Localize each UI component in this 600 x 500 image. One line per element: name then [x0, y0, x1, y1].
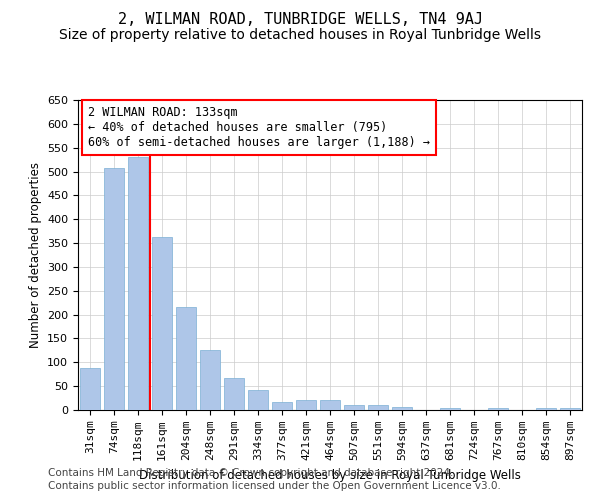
Text: 2 WILMAN ROAD: 133sqm
← 40% of detached houses are smaller (795)
60% of semi-det: 2 WILMAN ROAD: 133sqm ← 40% of detached … [88, 106, 430, 149]
Bar [152, 237, 172, 410]
Bar [560, 408, 580, 410]
Bar [176, 307, 196, 410]
Bar [104, 168, 124, 410]
Bar [248, 390, 268, 410]
X-axis label: Distribution of detached houses by size in Royal Tunbridge Wells: Distribution of detached houses by size … [139, 468, 521, 481]
Bar [80, 368, 100, 410]
Bar [224, 378, 244, 410]
Bar [296, 400, 316, 410]
Text: Contains public sector information licensed under the Open Government Licence v3: Contains public sector information licen… [48, 481, 501, 491]
Bar [320, 400, 340, 410]
Bar [368, 405, 388, 410]
Text: Contains HM Land Registry data © Crown copyright and database right 2024.: Contains HM Land Registry data © Crown c… [48, 468, 454, 477]
Bar [488, 408, 508, 410]
Text: 2, WILMAN ROAD, TUNBRIDGE WELLS, TN4 9AJ: 2, WILMAN ROAD, TUNBRIDGE WELLS, TN4 9AJ [118, 12, 482, 28]
Bar [344, 405, 364, 410]
Y-axis label: Number of detached properties: Number of detached properties [29, 162, 41, 348]
Text: Size of property relative to detached houses in Royal Tunbridge Wells: Size of property relative to detached ho… [59, 28, 541, 42]
Bar [272, 402, 292, 410]
Bar [128, 157, 148, 410]
Bar [536, 408, 556, 410]
Bar [440, 408, 460, 410]
Bar [200, 350, 220, 410]
Bar [392, 407, 412, 410]
